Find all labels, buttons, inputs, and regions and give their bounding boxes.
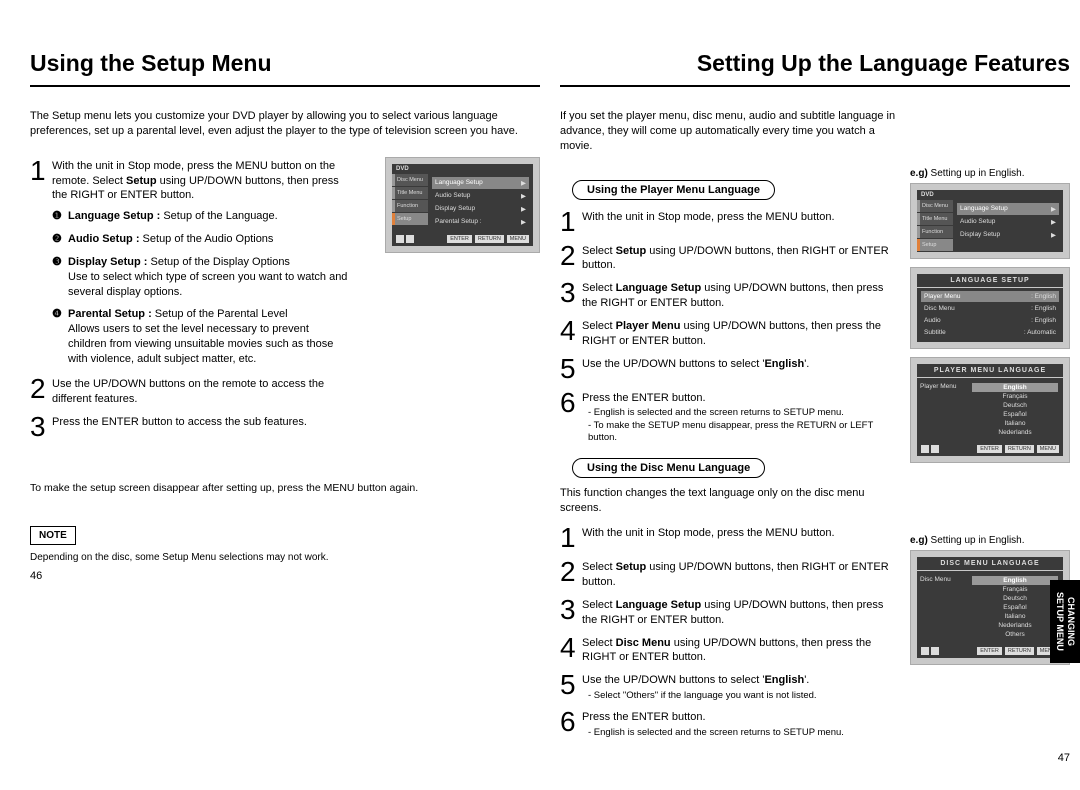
section1-label: Using the Player Menu Language (572, 180, 775, 200)
section2-intro: This function changes the text language … (560, 486, 900, 516)
step: 1With the unit in Stop mode, press the M… (560, 208, 900, 236)
step: 6Press the ENTER button.- English is sel… (560, 389, 900, 445)
note-text: Depending on the disc, some Setup Menu s… (30, 551, 540, 565)
step: 3Select Language Setup using UP/DOWN but… (560, 279, 900, 311)
osd-player-menu-lang: PLAYER MENU LANGUAGE Player Menu English… (910, 357, 1070, 463)
note-label: NOTE (30, 526, 76, 545)
left-step-1: 1 With the unit in Stop mode, press the … (30, 157, 350, 204)
left-step1-text: With the unit in Stop mode, press the ME… (52, 160, 339, 202)
right-intro: If you set the player menu, disc menu, a… (560, 109, 900, 154)
left-title: Using the Setup Menu (30, 50, 540, 87)
step: 5Use the UP/DOWN buttons to select 'Engl… (560, 355, 900, 383)
step: 2Select Setup using UP/DOWN buttons, the… (560, 558, 900, 590)
section2-label: Using the Disc Menu Language (572, 458, 765, 478)
right-screenshots-1: e.g) Setting up in English. DVD Disc Men… (910, 168, 1070, 471)
left-osd: DVD Disc MenuTitle MenuFunctionSetup Lan… (385, 157, 540, 253)
left-page-num: 46 (30, 570, 42, 582)
step: 1With the unit in Stop mode, press the M… (560, 524, 900, 552)
left-closing: To make the setup screen disappear after… (30, 481, 540, 495)
sub-item: ❸Display Setup : Setup of the Display Op… (30, 255, 350, 300)
step: 3Select Language Setup using UP/DOWN but… (560, 596, 900, 628)
eg-label-1: e.g) Setting up in English. (910, 168, 1070, 179)
step: 5Use the UP/DOWN buttons to select 'Engl… (560, 671, 900, 702)
sub-item: ❷Audio Setup : Setup of the Audio Option… (30, 232, 350, 247)
left-page: Using the Setup Menu The Setup menu lets… (30, 50, 540, 564)
step: 4Select Player Menu using UP/DOWN button… (560, 317, 900, 349)
sub-item: ❶Language Setup : Setup of the Language. (30, 209, 350, 224)
right-page-num: 47 (1058, 752, 1070, 764)
osd-language-setup: LANGUAGE SETUP Player Menu: EnglishDisc … (910, 267, 1070, 349)
left-step-3: 3 Press the ENTER button to access the s… (30, 413, 350, 441)
step: 6Press the ENTER button.- English is sel… (560, 708, 900, 739)
step: 4Select Disc Menu using UP/DOWN buttons,… (560, 634, 900, 666)
right-screenshots-2: e.g) Setting up in English. DISC MENU LA… (910, 535, 1070, 673)
left-step-2: 2 Use the UP/DOWN buttons on the remote … (30, 375, 350, 407)
left-intro: The Setup menu lets you customize your D… (30, 109, 540, 139)
sub-item: ❹Parental Setup : Setup of the Parental … (30, 307, 350, 366)
step: 2Select Setup using UP/DOWN buttons, the… (560, 242, 900, 274)
side-tab: CHANGINGSETUP MENU (1050, 580, 1080, 663)
right-page: Setting Up the Language Features If you … (560, 50, 1070, 746)
osd-disc-menu-lang: DISC MENU LANGUAGE Disc Menu EnglishFran… (910, 550, 1070, 665)
right-title: Setting Up the Language Features (560, 50, 1070, 87)
osd-setup: DVD Disc MenuTitle MenuFunctionSetup Lan… (910, 183, 1070, 259)
eg-label-2: e.g) Setting up in English. (910, 535, 1070, 546)
